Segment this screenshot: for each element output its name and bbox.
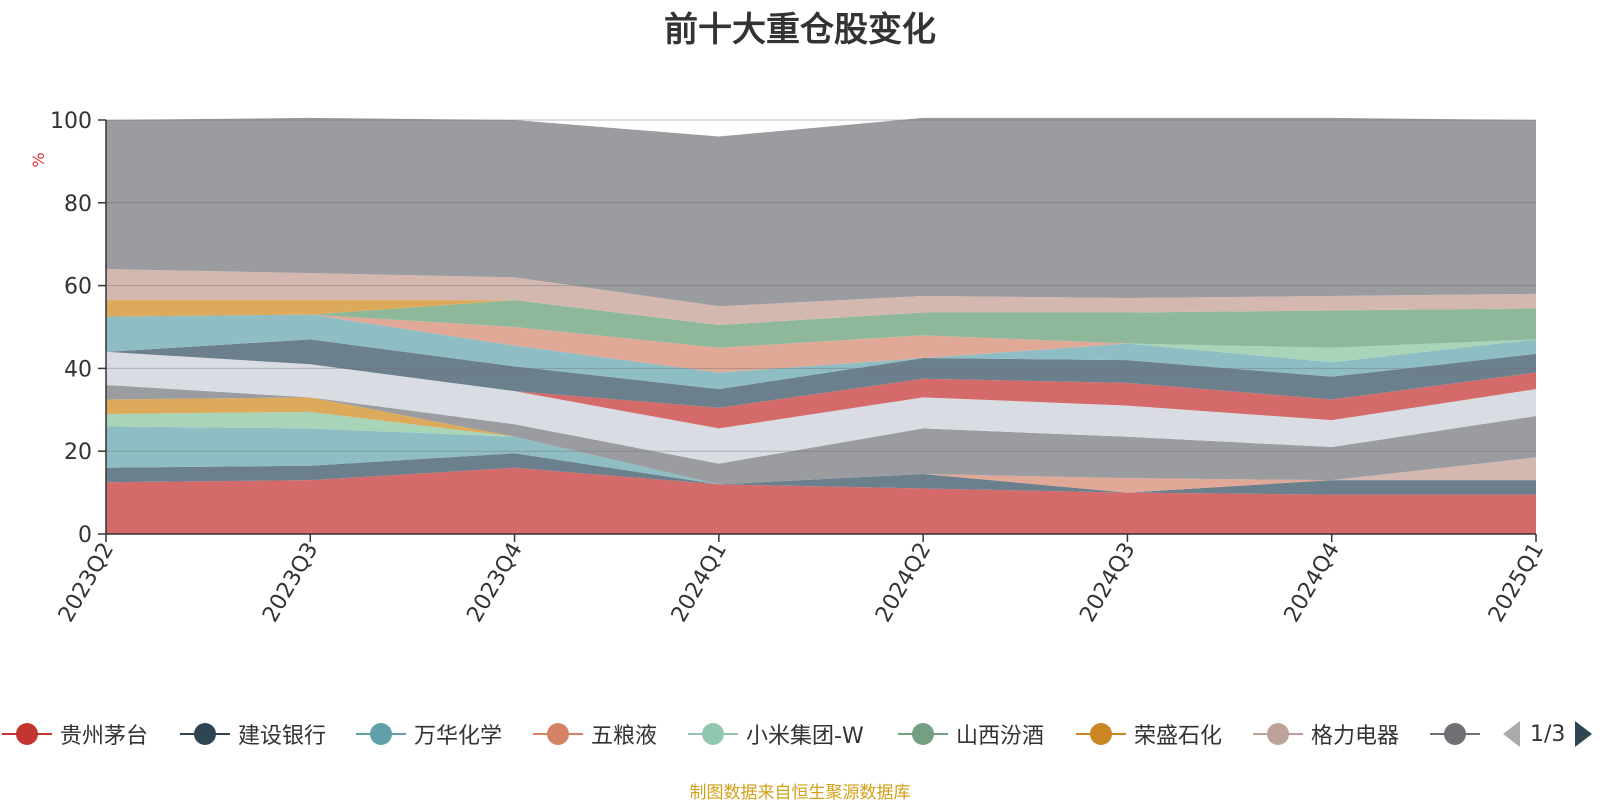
series-area-6: [106, 397, 1536, 485]
legend: 贵州茅台 建设银行 万华化学 五粮液 小米集团-W 山西汾酒 荣盛石化 格力电器: [0, 712, 1600, 756]
series-area-11: [106, 339, 1536, 408]
x-tick-label: 2023Q3: [258, 539, 323, 627]
series-area-1: [106, 453, 1536, 495]
x-tick-label: 2025Q1: [1484, 539, 1549, 627]
legend-label: 格力电器: [1311, 724, 1400, 749]
legend-next-icon[interactable]: [1573, 719, 1595, 749]
legend-pager: 1/3: [1500, 712, 1595, 756]
legend-page-indicator: 1/3: [1530, 721, 1566, 747]
y-tick-label: 0: [78, 523, 92, 548]
legend-label: 山西汾酒: [956, 724, 1045, 749]
series-area-16: [106, 300, 1536, 325]
series-area-9: [106, 351, 1536, 464]
legend-marker-icon: [1076, 723, 1126, 745]
legend-marker-icon: [688, 723, 738, 745]
legend-item[interactable]: 贵州茅台: [2, 712, 148, 756]
series-area-0: [106, 467, 1536, 534]
x-tick-label: 2024Q1: [667, 539, 732, 627]
legend-label: 贵州茅台: [60, 724, 149, 749]
legend-marker-icon: [356, 723, 406, 745]
series-area-10: [106, 351, 1536, 429]
series-area-18: [106, 117, 1536, 307]
series-area-4: [106, 411, 1536, 485]
series-area-14: [106, 314, 1536, 373]
series-area-8: [106, 384, 1536, 485]
legend-item[interactable]: 五粮液: [533, 712, 657, 756]
legend-label: 小米集团-W: [746, 724, 864, 749]
chart-title: 前十大重仓股变化: [664, 10, 936, 50]
y-tick-label: 20: [64, 440, 92, 465]
y-tick-label: 80: [64, 192, 92, 217]
legend-item[interactable]: [1430, 712, 1480, 756]
series-area-17: [106, 269, 1536, 325]
y-axis-unit: %: [29, 152, 48, 167]
legend-label: 万华化学: [414, 724, 503, 749]
legend-label: 荣盛石化: [1134, 724, 1223, 749]
x-tick-label: 2023Q4: [462, 539, 527, 627]
legend-item[interactable]: 山西汾酒: [898, 712, 1044, 756]
legend-label: 建设银行: [238, 724, 327, 749]
x-tick-label: 2023Q2: [54, 539, 119, 627]
chart-area: 0 20 40 60 80 100 2023Q2 2023Q3 2023Q4 2024Q1 2024…: [29, 109, 1549, 627]
x-tick-label: 2024Q2: [871, 539, 936, 627]
legend-item[interactable]: 荣盛石化: [1076, 712, 1222, 756]
legend-item[interactable]: 建设银行: [180, 712, 326, 756]
x-tick-label: 2024Q3: [1075, 539, 1140, 627]
y-tick-label: 60: [64, 275, 92, 300]
y-tick-label: 100: [50, 109, 92, 134]
legend-marker-icon: [533, 723, 583, 745]
series-area-7: [106, 397, 1536, 485]
legend-marker-icon: [2, 723, 52, 745]
legend-item[interactable]: 万华化学: [356, 712, 502, 756]
x-tick-label: 2024Q4: [1280, 539, 1345, 627]
source-note: 制图数据来自恒生聚源数据库: [689, 783, 911, 803]
legend-prev-icon[interactable]: [1500, 719, 1522, 749]
legend-marker-icon: [1430, 723, 1480, 745]
legend-item[interactable]: 小米集团-W: [688, 712, 864, 756]
series-area-15: [106, 300, 1536, 348]
y-tick-label: 40: [64, 357, 92, 382]
stacked-areas: [106, 117, 1536, 534]
series-area-2: [106, 426, 1536, 493]
legend-marker-icon: [1253, 723, 1303, 745]
series-area-12: [106, 314, 1536, 390]
legend-marker-icon: [180, 723, 230, 745]
legend-label: 五粮液: [591, 724, 658, 749]
legend-marker-icon: [898, 723, 948, 745]
legend-item[interactable]: 格力电器: [1253, 712, 1399, 756]
